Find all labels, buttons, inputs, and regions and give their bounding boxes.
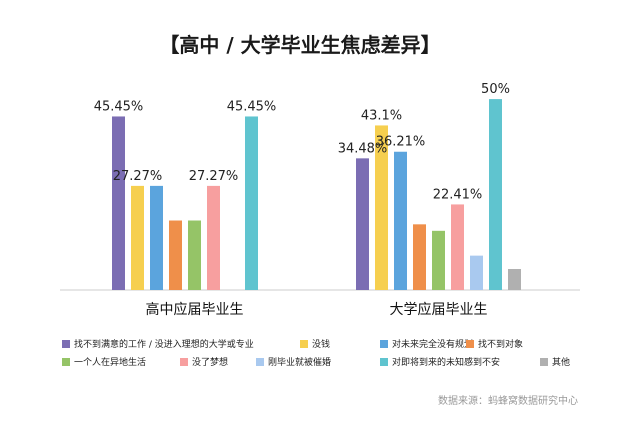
value-label-1-5: 22.41% xyxy=(433,187,483,202)
source-note: 数据来源：蚂蜂窝数据研究中心 xyxy=(438,394,578,407)
value-label-0-1: 27.27% xyxy=(113,169,163,184)
legend-label-1: 没钱 xyxy=(312,338,330,350)
legend-label-4: 一个人在异地生活 xyxy=(74,356,146,368)
legend-label-8: 其他 xyxy=(552,356,570,368)
legend-label-2: 对未来完全没有规划 xyxy=(392,338,473,350)
bar-0-5 xyxy=(207,185,220,290)
bar-1-7 xyxy=(489,99,502,290)
bar-1-1 xyxy=(375,125,388,290)
value-labels-layer: 45.45% 27.27% 27.27% 45.45% 34.48% 43.1% 36.21… xyxy=(94,82,510,202)
bar-1-2 xyxy=(394,151,407,290)
category-labels-layer: 高中应届毕业生 大学应届毕业生 xyxy=(146,301,488,318)
bar-0-4 xyxy=(188,220,201,290)
bar-1-6 xyxy=(470,255,483,290)
bar-0-1 xyxy=(131,185,144,290)
legend-label-7: 对即将到来的未知感到不安 xyxy=(392,356,500,368)
legend-swatch-6 xyxy=(256,358,264,366)
bar-1-0 xyxy=(356,158,369,290)
legend-swatch-8 xyxy=(540,358,548,366)
legend-label-5: 没了梦想 xyxy=(192,356,228,368)
value-label-1-1: 43.1% xyxy=(361,108,402,123)
category-label-0: 高中应届毕业生 xyxy=(146,301,244,318)
bar-1-3 xyxy=(413,224,426,290)
legend-label-3: 找不到对象 xyxy=(478,338,523,350)
value-label-0-5: 27.27% xyxy=(189,169,239,184)
legend-swatch-7 xyxy=(380,358,388,366)
legend-swatch-3 xyxy=(466,340,474,348)
bar-1-8 xyxy=(508,269,521,290)
legend-label-0: 找不到满意的工作 / 没进入理想的大学或专业 xyxy=(74,338,254,350)
legend-swatch-0 xyxy=(62,340,70,348)
bar-0-7 xyxy=(245,116,258,290)
value-label-1-2: 36.21% xyxy=(376,135,426,150)
value-label-0-0: 45.45% xyxy=(94,99,144,114)
legend-label-6: 刚毕业就被催婚 xyxy=(268,356,331,368)
value-label-1-7: 50% xyxy=(481,82,510,97)
category-label-1: 大学应届毕业生 xyxy=(390,301,488,318)
legend-swatch-2 xyxy=(380,340,388,348)
bars-layer xyxy=(112,99,521,291)
bar-1-5 xyxy=(451,204,464,290)
value-label-1-0: 34.48% xyxy=(338,141,388,156)
legend-swatch-4 xyxy=(62,358,70,366)
bar-0-2 xyxy=(150,185,163,290)
legend-swatch-1 xyxy=(300,340,308,348)
legend-swatch-5 xyxy=(180,358,188,366)
bar-0-0 xyxy=(112,116,125,290)
chart-title: 【高中 / 大学毕业生焦虑差异】 xyxy=(159,33,440,57)
value-label-0-7: 45.45% xyxy=(227,99,277,114)
bar-1-4 xyxy=(432,230,445,290)
legend: 找不到满意的工作 / 没进入理想的大学或专业 没钱 对未来完全没有规划 找不到对象一个… xyxy=(62,338,570,368)
bar-0-3 xyxy=(169,220,182,290)
